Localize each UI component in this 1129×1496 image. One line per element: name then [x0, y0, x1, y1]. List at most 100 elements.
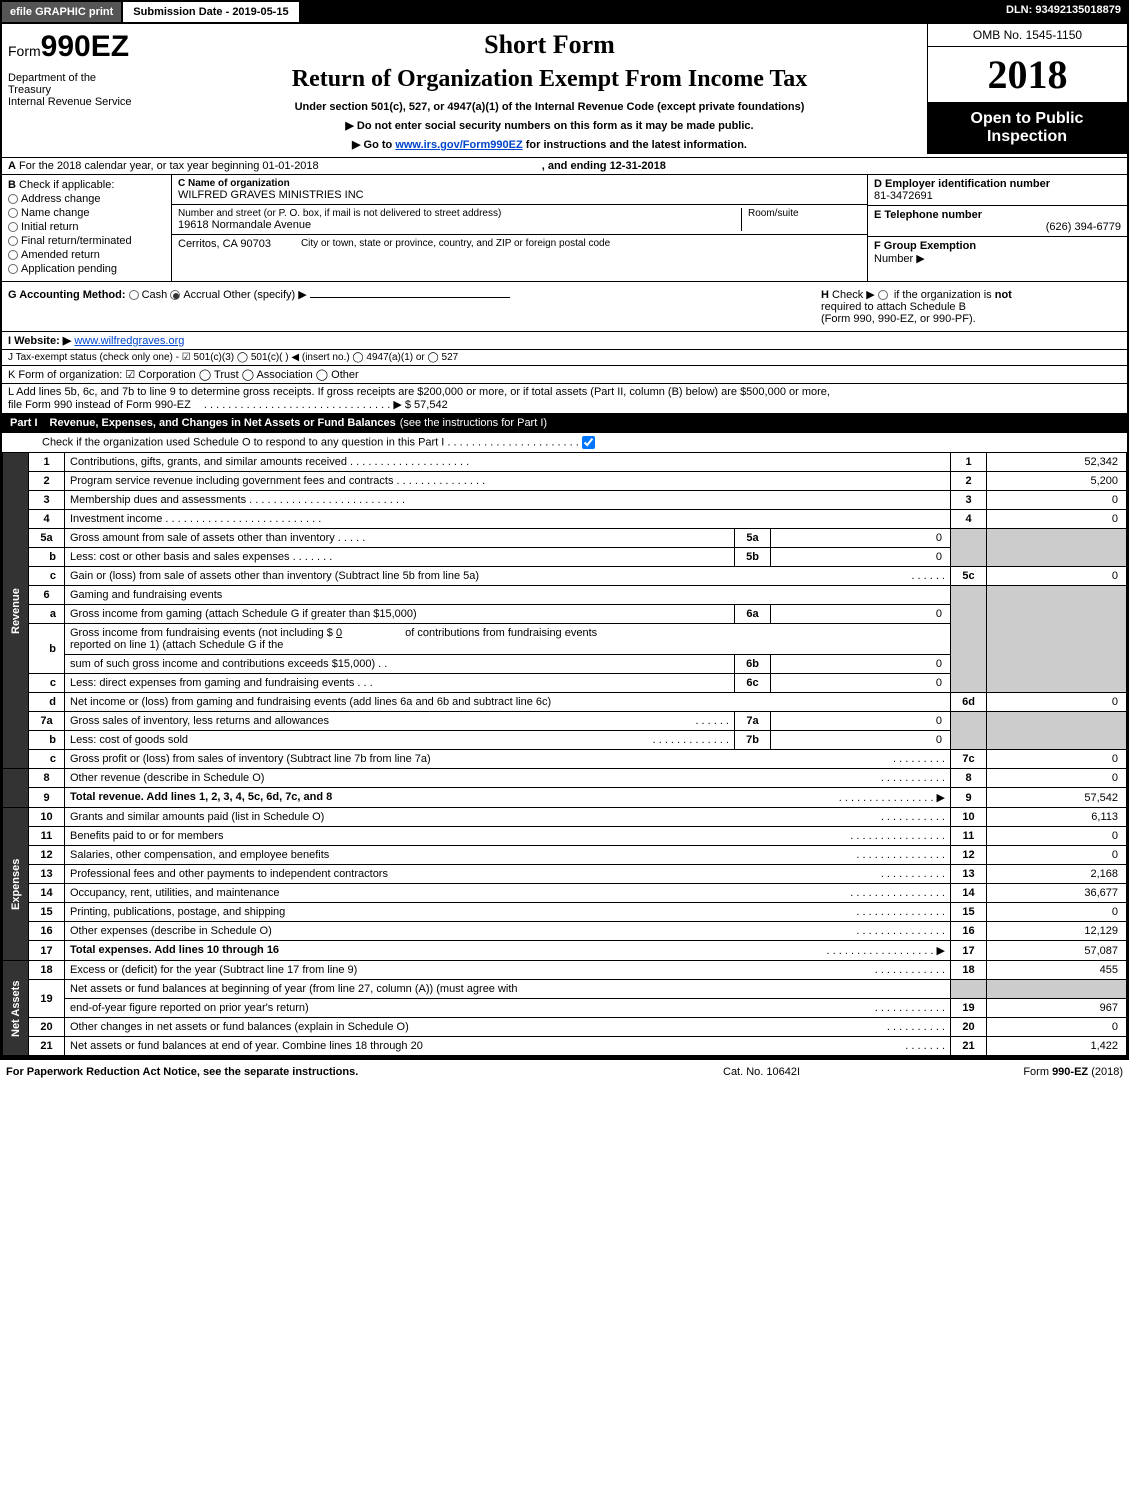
line-num: 4 — [29, 510, 65, 529]
line5a-text: Gross amount from sale of assets other t… — [70, 532, 335, 544]
line16-text: Other expenses (describe in Schedule O) — [70, 925, 272, 937]
accrual-label: Accrual — [183, 289, 220, 301]
h-check: Check ▶ — [832, 289, 875, 301]
shade-cell — [951, 586, 987, 693]
row-b-thru-f: B Check if applicable: Address change Na… — [2, 174, 1127, 281]
line-num: c — [29, 674, 65, 693]
table-row: 9 Total revenue. Add lines 1, 2, 3, 4, 5… — [3, 788, 1127, 808]
row-i: I Website: ▶ www.wilfredgraves.org — [2, 331, 1127, 349]
line17-text: Total expenses. Add lines 10 through 16 — [70, 944, 279, 956]
col-c: C Name of organization WILFRED GRAVES MI… — [172, 175, 867, 281]
line-desc: Other revenue (describe in Schedule O). … — [65, 769, 951, 788]
form-ref: Form 990-EZ (2018) — [923, 1066, 1123, 1078]
final-return-radio[interactable] — [8, 236, 18, 246]
shade-cell — [951, 712, 987, 750]
col-b: B Check if applicable: Address change Na… — [2, 175, 172, 281]
part1-num: Part I — [10, 417, 50, 429]
line-num: 19 — [29, 980, 65, 1018]
form-ref-pre: Form — [1023, 1066, 1052, 1078]
line-val: 5,200 — [987, 472, 1127, 491]
amended-return-radio[interactable] — [8, 250, 18, 260]
table-row: 7a Gross sales of inventory, less return… — [3, 712, 1127, 731]
address-change-label: Address change — [21, 193, 101, 205]
part1-schedule-o-checkbox[interactable] — [582, 436, 595, 449]
row-g-h: G Accounting Method: Cash Accrual Other … — [2, 281, 1127, 331]
address-change-radio[interactable] — [8, 194, 18, 204]
table-row: 6 Gaming and fundraising events — [3, 586, 1127, 605]
cash-radio[interactable] — [129, 290, 139, 300]
accrual-radio[interactable] — [170, 290, 180, 300]
line6c-text: Less: direct expenses from gaming and fu… — [70, 677, 354, 689]
irs-link[interactable]: www.irs.gov/Form990EZ — [395, 139, 522, 151]
table-row: c Gain or (loss) from sale of assets oth… — [3, 567, 1127, 586]
mid-lineno: 7b — [735, 731, 771, 750]
line-desc: Contributions, gifts, grants, and simila… — [65, 453, 951, 472]
part1-title: Revenue, Expenses, and Changes in Net As… — [50, 417, 396, 429]
goto-pre: ▶ Go to — [352, 139, 395, 151]
c-label: C Name of organization — [178, 178, 290, 189]
line-num: 5a — [29, 529, 65, 548]
initial-return-label: Initial return — [21, 221, 78, 233]
table-row: c Gross profit or (loss) from sales of i… — [3, 750, 1127, 769]
goto-post: for instructions and the latest informat… — [523, 139, 747, 151]
line-num: 7a — [29, 712, 65, 731]
line-val: 0 — [987, 491, 1127, 510]
col-def: D Employer identification number 81-3472… — [867, 175, 1127, 281]
f-label: F Group Exemption — [874, 240, 976, 252]
line-desc: Less: cost of goods sold. . . . . . . . … — [65, 731, 735, 750]
line-num: 18 — [29, 961, 65, 980]
other-specify: Other (specify) ▶ — [223, 289, 307, 301]
name-change-radio[interactable] — [8, 208, 18, 218]
top-bar: efile GRAPHIC print Submission Date - 20… — [0, 0, 1129, 24]
line4-text: Investment income — [70, 513, 162, 525]
line-desc: Less: cost or other basis and sales expe… — [65, 548, 735, 567]
part1-check-text: Check if the organization used Schedule … — [42, 436, 444, 448]
table-row: 15 Printing, publications, postage, and … — [3, 903, 1127, 922]
tax-year: 2018 — [927, 47, 1127, 102]
page-footer: For Paperwork Reduction Act Notice, see … — [0, 1058, 1129, 1084]
initial-return-radio[interactable] — [8, 222, 18, 232]
line-desc: Program service revenue including govern… — [65, 472, 951, 491]
form-ref-bold: 990-EZ — [1052, 1066, 1088, 1078]
h-label: H — [821, 289, 829, 301]
h-checkbox[interactable] — [878, 290, 888, 300]
line-val: 0 — [987, 693, 1127, 712]
shade-cell — [987, 586, 1127, 693]
return-title: Return of Organization Exempt From Incom… — [178, 66, 921, 93]
h-not: not — [995, 289, 1012, 301]
line-num: 12 — [29, 846, 65, 865]
line-num: 16 — [29, 922, 65, 941]
table-row: 4 Investment income . . . . . . . . . . … — [3, 510, 1127, 529]
financial-table: Revenue 1 Contributions, gifts, grants, … — [2, 452, 1127, 1056]
street-address: 19618 Normandale Avenue — [178, 219, 741, 231]
table-row: Net Assets 18 Excess or (deficit) for th… — [3, 961, 1127, 980]
line-num: 2 — [29, 472, 65, 491]
e-label: E Telephone number — [874, 209, 982, 221]
line-num: a — [29, 605, 65, 624]
line6d-text: Net income or (loss) from gaming and fun… — [65, 693, 951, 712]
name-change-label: Name change — [21, 207, 90, 219]
line-num: 10 — [29, 808, 65, 827]
amended-return-label: Amended return — [21, 249, 100, 261]
table-row: Revenue 1 Contributions, gifts, grants, … — [3, 453, 1127, 472]
telephone-value: (626) 394-6779 — [874, 221, 1121, 233]
line-desc: end-of-year figure reported on prior yea… — [65, 999, 951, 1018]
efile-print-button[interactable]: efile GRAPHIC print — [0, 0, 121, 24]
line-desc: Benefits paid to or for members. . . . .… — [65, 827, 951, 846]
line-val: 455 — [987, 961, 1127, 980]
line-ref: 14 — [951, 884, 987, 903]
line-num: 6 — [29, 586, 65, 605]
line-ref: 4 — [951, 510, 987, 529]
line-val: 57,542 — [987, 788, 1127, 808]
line-val: 0 — [987, 567, 1127, 586]
line9-text: Total revenue. Add lines 1, 2, 3, 4, 5c,… — [70, 791, 332, 803]
form-990ez: 990EZ — [41, 30, 129, 63]
other-specify-input[interactable] — [310, 297, 510, 298]
table-row: 17 Total expenses. Add lines 10 through … — [3, 941, 1127, 961]
line-ref: 5c — [951, 567, 987, 586]
dln-number: DLN: 93492135018879 — [998, 0, 1129, 24]
website-link[interactable]: www.wilfredgraves.org — [74, 335, 184, 347]
line10-text: Grants and similar amounts paid (list in… — [70, 811, 324, 823]
table-row: 3 Membership dues and assessments . . . … — [3, 491, 1127, 510]
application-pending-radio[interactable] — [8, 264, 18, 274]
